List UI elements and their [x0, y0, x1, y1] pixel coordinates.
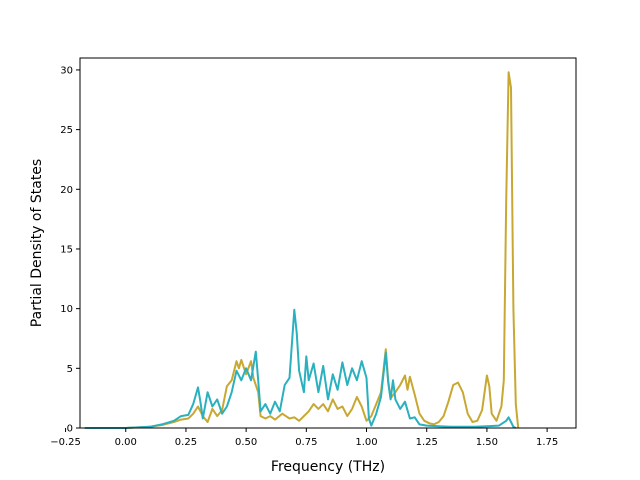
- x-tick-label: 0.75: [295, 437, 317, 448]
- x-tick-label: 0.00: [115, 437, 137, 448]
- y-tick-label: 30: [60, 65, 73, 76]
- x-axis-ticks: −0.25 0.00 0.25 0.50 0.75 1.00 1.25 1.50 1.75: [50, 428, 558, 448]
- y-tick-label: 15: [60, 244, 73, 255]
- y-tick-label: 0: [67, 424, 73, 435]
- plot-frame: [79, 57, 577, 429]
- y-axis-ticks: 0 5 10 15 20 25 30: [60, 65, 80, 435]
- x-tick-label: 1.75: [536, 437, 558, 448]
- series-lines: [84, 71, 520, 429]
- x-tick-label: 0.25: [175, 437, 197, 448]
- series-line-2: [84, 308, 517, 429]
- y-axis-label: Partial Density of States: [29, 159, 45, 327]
- x-tick-label: 1.00: [355, 437, 377, 448]
- y-tick-label: 20: [60, 185, 73, 196]
- x-tick-label: 1.50: [476, 437, 498, 448]
- series-line-1: [84, 71, 520, 429]
- x-tick-label: 0.50: [235, 437, 257, 448]
- x-tick-label: 1.25: [416, 437, 438, 448]
- y-tick-label: 25: [60, 125, 73, 136]
- x-tick-label: −0.25: [50, 437, 81, 448]
- y-tick-label: 5: [67, 364, 73, 375]
- y-tick-label: 10: [60, 304, 73, 315]
- x-axis-label: Frequency (THz): [271, 459, 385, 475]
